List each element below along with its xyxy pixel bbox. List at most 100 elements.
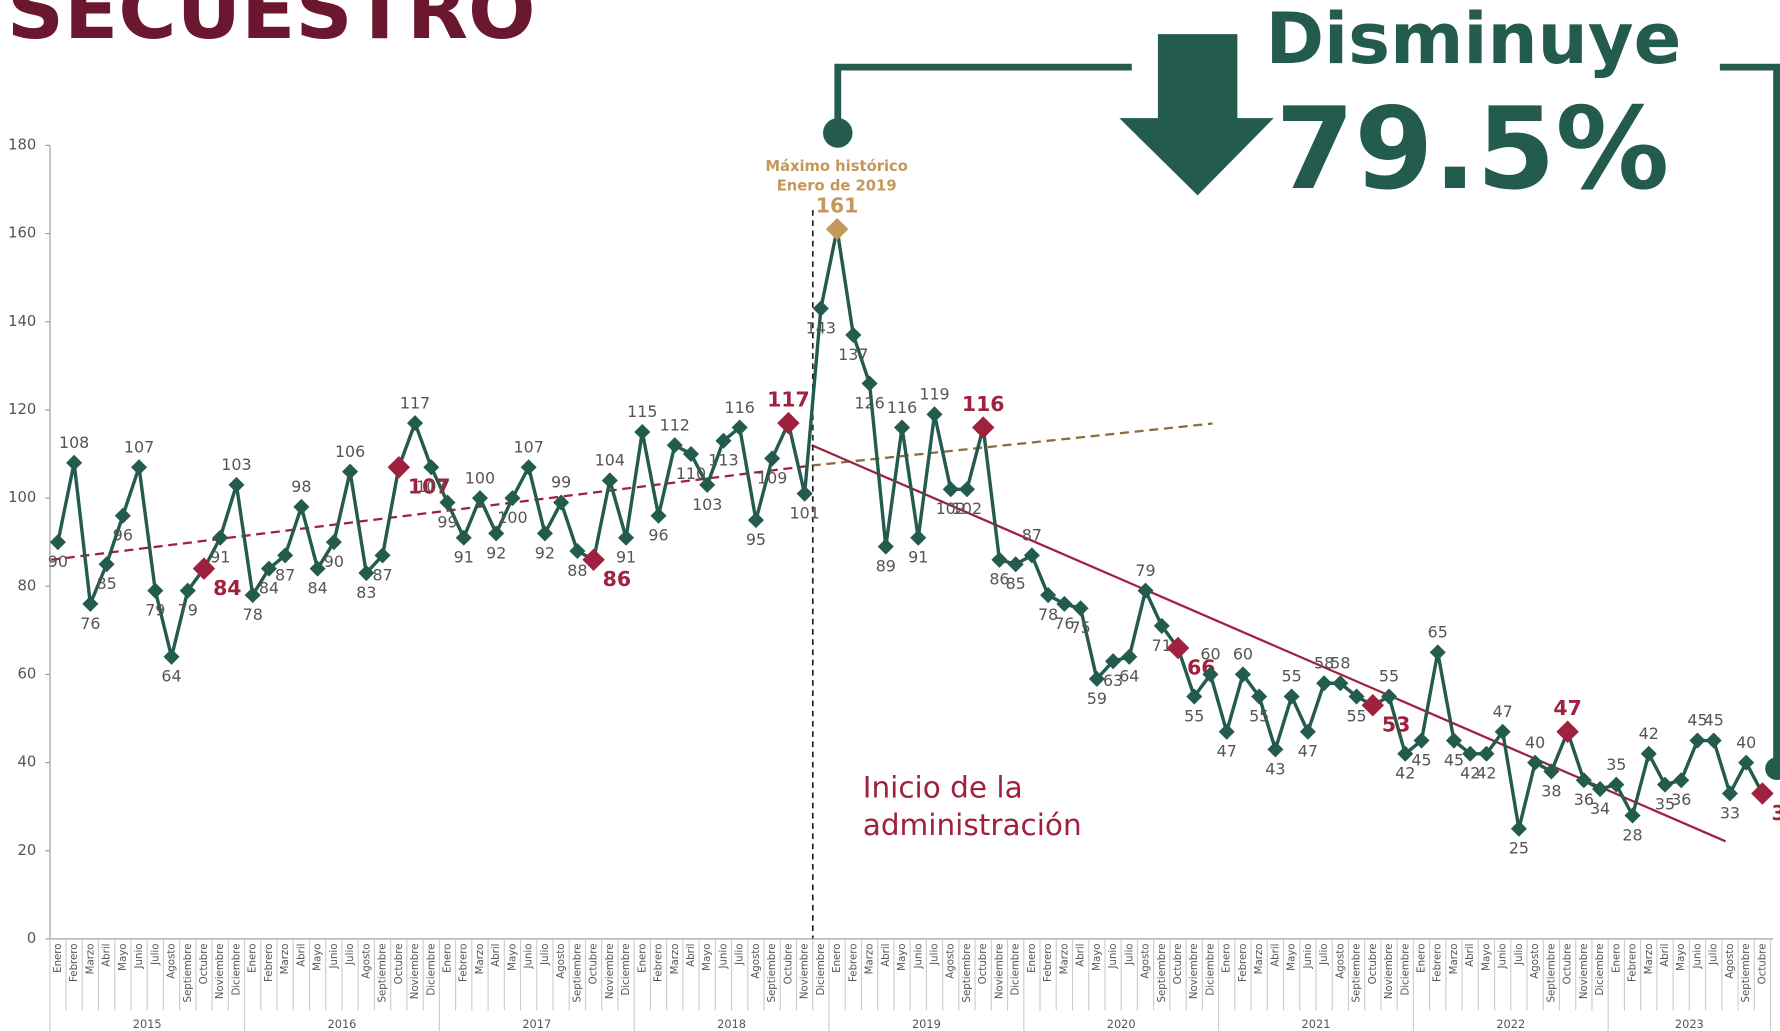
data-label: 100 (497, 508, 527, 527)
x-tick-label: Mayo (313, 943, 324, 970)
marker (764, 450, 781, 467)
x-tick-label: Junio (134, 943, 145, 969)
marker (439, 494, 456, 511)
marker (131, 459, 148, 476)
marker (991, 551, 1008, 568)
data-label: 65 (1428, 623, 1448, 642)
marker (1673, 772, 1690, 789)
x-tick-label: Agosto (361, 943, 372, 978)
data-label: 116 (725, 398, 755, 417)
data-label: 47 (1493, 702, 1513, 721)
down-arrow (1119, 34, 1274, 196)
x-tick-label: Julio (1124, 943, 1135, 965)
data-label: 34 (1590, 799, 1610, 818)
marker (1381, 688, 1398, 705)
x-tick-label: Julio (735, 943, 746, 965)
x-tick-label: Diciembre (426, 943, 437, 995)
x-tick-label: Mayo (1481, 943, 1492, 970)
y-tick-label: 120 (8, 401, 36, 418)
x-tick-label: Febrero (1043, 943, 1054, 982)
data-label: 91 (210, 548, 230, 567)
x-tick-label: Febrero (1238, 943, 1249, 982)
x-tick-label: Diciembre (1205, 943, 1216, 995)
x-tick-label: Septiembre (572, 943, 583, 1002)
marker (1575, 772, 1592, 789)
marker (1397, 745, 1414, 762)
data-label: 55 (1346, 706, 1366, 725)
marker (1494, 723, 1511, 740)
x-tick-label: Octubre (1757, 943, 1768, 984)
marker (1218, 723, 1235, 740)
marker (471, 490, 488, 507)
marker (1721, 785, 1738, 802)
x-tick-label: Noviembre (800, 943, 811, 999)
marker (1166, 636, 1190, 660)
annotation: Inicio de la (863, 771, 1023, 805)
data-label: 103 (692, 495, 722, 514)
data-label: 53 (1382, 713, 1410, 737)
data-label: 87 (275, 565, 295, 584)
data-label: 43 (1265, 759, 1285, 778)
x-tick-label: Mayo (702, 943, 713, 970)
marker (1413, 732, 1430, 749)
marker (163, 648, 180, 665)
marker (747, 512, 764, 529)
y-tick-label: 40 (18, 754, 37, 771)
y-tick-label: 140 (8, 313, 36, 330)
data-label: 79 (145, 601, 165, 620)
data-label: 115 (627, 402, 657, 421)
marker (1332, 675, 1349, 692)
data-label: 35 (1606, 755, 1626, 774)
data-label: 42 (1639, 724, 1659, 743)
marker (1462, 745, 1479, 762)
marker (1072, 600, 1089, 617)
annotation: Máximo histórico (765, 158, 908, 175)
x-tick-label: Enero (1222, 943, 1233, 972)
marker (825, 217, 849, 241)
marker (1040, 587, 1057, 604)
data-label: 92 (535, 543, 555, 562)
marker (650, 507, 667, 524)
x-tick-label: Julio (1709, 943, 1720, 965)
x-tick-label: Septiembre (183, 943, 194, 1002)
marker (1186, 688, 1203, 705)
data-label: 113 (708, 451, 738, 470)
x-tick-label: Julio (345, 943, 356, 965)
data-label: 55 (1282, 667, 1302, 686)
data-label: 102 (952, 499, 982, 518)
marker (777, 411, 800, 435)
x-tick-label: Junio (524, 943, 535, 969)
marker (179, 582, 196, 599)
x-tick-label: Junio (329, 943, 340, 969)
marker (1592, 781, 1609, 798)
data-label: 84 (308, 579, 328, 598)
x-tick-label: Junio (913, 943, 924, 969)
marker (520, 459, 537, 476)
x-tick-label: Agosto (1335, 943, 1346, 978)
marker (1251, 688, 1268, 705)
marker (1267, 741, 1284, 758)
x-tick-label: Marzo (475, 943, 486, 974)
data-label: 86 (989, 570, 1009, 589)
x-tick-label: Enero (637, 943, 648, 972)
data-label: 47 (1217, 742, 1237, 761)
marker (812, 300, 829, 317)
marker (1121, 648, 1138, 665)
x-tick-label: Enero (1417, 943, 1428, 972)
data-label: 45 (1444, 750, 1464, 769)
x-tick-label: Febrero (1628, 943, 1639, 982)
y-tick-label: 0 (27, 930, 36, 947)
marker (504, 490, 521, 507)
marker (66, 454, 83, 471)
x-tick-label: Octubre (199, 943, 210, 984)
x-tick-label: Julio (1514, 943, 1525, 965)
year-label: 2023 (1675, 1017, 1704, 1031)
data-label: 126 (854, 393, 884, 412)
y-tick-label: 60 (18, 665, 37, 682)
data-label: 91 (908, 548, 928, 567)
marker (1056, 595, 1073, 612)
x-tick-label: Septiembre (1157, 943, 1168, 1002)
data-label: 117 (767, 387, 810, 411)
marker (1234, 666, 1251, 683)
marker (1738, 754, 1755, 771)
